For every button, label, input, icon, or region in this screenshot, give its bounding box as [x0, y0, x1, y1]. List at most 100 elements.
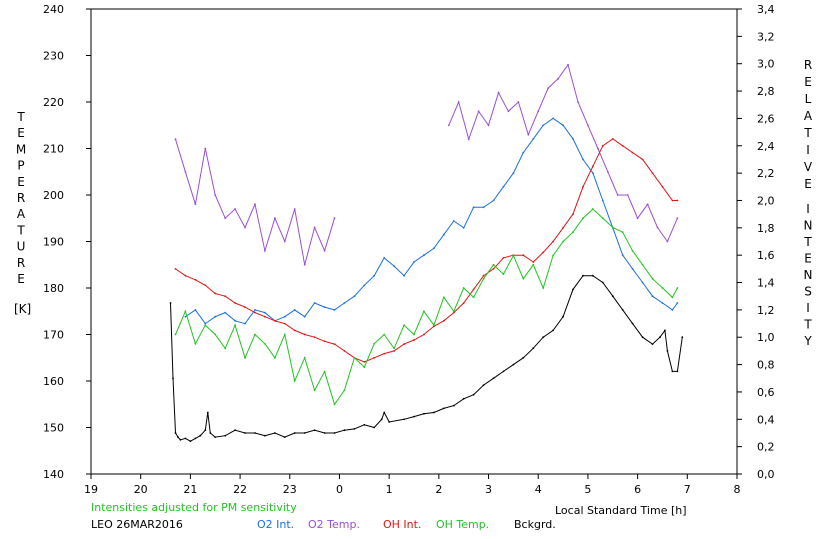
- series-oh-int-point: [562, 226, 564, 229]
- plot-frame: [90, 8, 738, 475]
- series-oh-temp-point: [343, 389, 346, 392]
- series-bckgrd-point: [172, 377, 174, 380]
- series-bckgrd-point: [671, 370, 674, 373]
- series-bckgrd-point: [631, 322, 634, 325]
- left-label-letter: M: [16, 142, 26, 156]
- series-o2-int-point: [651, 295, 654, 298]
- series-o2-int-point: [433, 247, 435, 250]
- series-oh-int-point: [283, 322, 286, 325]
- series-o2-int-point: [293, 309, 296, 311]
- right-tick-label: 1,0: [757, 331, 775, 344]
- right-tick-label: 3,4: [757, 3, 775, 16]
- series-bckgrd-point: [204, 429, 207, 432]
- series-oh-int-point: [492, 268, 495, 270]
- right-label-letter: V: [804, 160, 813, 174]
- series-o2-int-point: [532, 138, 535, 140]
- series-oh-temp-point: [631, 249, 634, 252]
- series-oh-temp-point: [254, 333, 256, 336]
- series-bckgrd-point: [552, 329, 554, 332]
- series-bckgrd-point: [664, 329, 666, 332]
- series-oh-int-point: [661, 185, 664, 188]
- series-o2-int-point: [363, 284, 366, 287]
- series-bckgrd-point: [403, 418, 405, 421]
- series-oh-int-point: [383, 352, 386, 355]
- series-oh-temp-point: [492, 263, 495, 266]
- series-bckgrd-point: [611, 295, 614, 298]
- series-o2-int-point: [383, 257, 386, 259]
- series-bckgrd-point: [179, 438, 182, 441]
- series-bckgrd-point: [482, 384, 485, 386]
- series-o2-temp-point: [597, 147, 599, 150]
- series-oh-int-point: [244, 306, 246, 308]
- series-bckgrd-point: [502, 370, 505, 373]
- right-tick-label: 0,0: [757, 468, 775, 481]
- series-o2-temp-point: [527, 133, 530, 136]
- note-text: Intensities adjusted for PM sensitivity: [91, 501, 297, 514]
- series-oh-temp-point: [572, 231, 574, 234]
- series-o2-int-point: [592, 172, 594, 175]
- series-o2-temp-point: [274, 217, 276, 220]
- series-o2-temp-point: [214, 194, 217, 196]
- series-oh-temp-point: [283, 333, 286, 336]
- series-o2-int-point: [661, 302, 664, 304]
- series-oh-temp-point: [433, 324, 435, 327]
- series-bckgrd-point: [383, 411, 386, 414]
- series-oh-temp-point: [552, 254, 554, 257]
- series-o2-temp-point: [517, 101, 520, 103]
- series-oh-int-point: [502, 257, 505, 259]
- series-o2-int-point: [403, 274, 405, 277]
- series-oh-temp-point: [313, 389, 316, 392]
- series-oh-temp-point: [323, 370, 326, 373]
- series-oh-int-point: [472, 288, 475, 291]
- x-tick-label: 19: [84, 483, 98, 496]
- series-oh-int-point: [274, 319, 276, 322]
- series-o2-temp-point: [676, 217, 679, 220]
- series-bckgrd-point: [274, 432, 276, 434]
- right-tick-label: 2,2: [757, 167, 775, 180]
- series-oh-temp-point: [423, 310, 425, 313]
- series-oh-int-point: [552, 240, 554, 243]
- series-o2-temp-point: [303, 263, 306, 266]
- series-o2-temp-point: [616, 194, 619, 196]
- series-o2-temp-point: [194, 203, 197, 206]
- series-bckgrd-point: [214, 436, 217, 438]
- right-label-letter: T: [803, 235, 812, 249]
- series-oh-temp-point: [194, 342, 197, 345]
- series-oh-int-point: [363, 361, 366, 363]
- series-bckgrd-point: [433, 411, 435, 414]
- series-bckgrd-point: [169, 302, 172, 304]
- series-o2-temp-point: [184, 170, 187, 173]
- left-label-letter: T: [16, 223, 25, 237]
- series-o2-temp-point: [293, 208, 296, 210]
- right-tick-label: 0,8: [757, 359, 775, 372]
- series-bckgrd-point: [512, 363, 515, 366]
- left-tick-label: 150: [43, 422, 64, 435]
- series-o2-temp-point: [666, 240, 669, 243]
- series-oh-int-point: [452, 311, 455, 314]
- series-oh-temp-point: [333, 403, 336, 406]
- series-oh-int-point: [522, 254, 525, 257]
- right-label-letter: I: [806, 143, 810, 157]
- right-axis-ticks: 0,0 0,2 0,4 0,6 0,8 1,0 1,2 1,4 1,6 1,8 2,0 2,2 2,4 2…: [737, 3, 775, 481]
- series-bckgrd-point: [388, 421, 391, 423]
- series-o2-temp-point: [567, 63, 569, 66]
- series-oh-int-point: [601, 144, 604, 147]
- series-oh-temp-point: [403, 324, 405, 327]
- series-bckgrd-point: [264, 434, 266, 437]
- series-oh-temp-point: [244, 356, 246, 359]
- series-o2-temp-point: [323, 249, 326, 252]
- series-bckgrd-point: [621, 309, 624, 311]
- series-bckgrd-point: [283, 436, 286, 438]
- left-label-letter: R: [17, 191, 25, 205]
- right-label-letter: E: [804, 177, 812, 191]
- series-oh-temp-point: [274, 356, 276, 359]
- legend-entry: OH Int.: [383, 518, 421, 531]
- series-o2-temp-point: [313, 226, 316, 229]
- x-tick-label: 6: [634, 483, 641, 496]
- legend-entry: O2 Int.: [257, 518, 294, 531]
- series-o2-int-point: [512, 172, 515, 175]
- series-oh-int-point: [423, 333, 425, 336]
- series-o2-int-point: [442, 233, 445, 236]
- station-date: LEO 26MAR2016: [91, 518, 183, 531]
